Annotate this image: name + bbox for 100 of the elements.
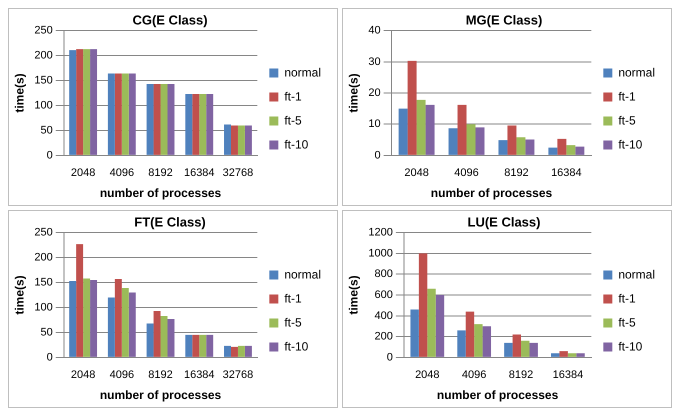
- y-tick-label: 200: [34, 252, 53, 264]
- bar: [521, 340, 530, 357]
- bar: [76, 244, 84, 357]
- bar: [192, 334, 200, 357]
- bar: [410, 310, 419, 357]
- legend-label: normal: [284, 267, 322, 282]
- bar: [559, 351, 568, 357]
- bar: [206, 94, 214, 155]
- x-tick-label: 2048: [70, 167, 96, 180]
- y-tick-label: 600: [374, 289, 393, 302]
- bar: [474, 324, 483, 357]
- bar: [206, 334, 214, 357]
- bar: [90, 280, 98, 357]
- bar: [128, 74, 136, 155]
- bar: [108, 297, 115, 357]
- bar: [504, 342, 513, 357]
- bar: [398, 108, 408, 155]
- bar: [244, 346, 252, 357]
- y-tick-label: 30: [368, 56, 381, 68]
- legend-label: ft-1: [284, 89, 302, 104]
- x-axis-title: number of processes: [100, 186, 222, 200]
- chart-title: LU(E Class): [468, 214, 540, 230]
- x-tick-label: 2048: [404, 167, 429, 180]
- x-tick-label: 16384: [184, 369, 215, 382]
- legend-label: normal: [618, 267, 656, 282]
- bar: [185, 334, 192, 357]
- x-axis-title: number of processes: [430, 186, 552, 200]
- x-tick-label: 4096: [462, 369, 486, 382]
- x-tick-label: 8192: [148, 167, 173, 180]
- legend-label: ft-10: [284, 137, 309, 152]
- x-tick-label: 8192: [504, 167, 529, 180]
- y-tick-label: 400: [374, 310, 393, 322]
- bar: [498, 140, 508, 155]
- x-tick-label: 2048: [70, 369, 96, 382]
- bar: [476, 127, 484, 155]
- y-tick-label: 0: [374, 149, 381, 162]
- bar: [224, 346, 231, 357]
- legend-label: normal: [284, 65, 322, 80]
- x-tick-label: 16384: [184, 167, 215, 180]
- bar: [69, 281, 76, 357]
- x-tick-label: 16384: [551, 167, 582, 180]
- y-axis-title: time(s): [346, 73, 361, 113]
- bar: [122, 74, 129, 155]
- y-tick-label: 100: [34, 100, 53, 112]
- bar: [529, 342, 538, 357]
- bar: [482, 326, 492, 357]
- y-tick-label: 200: [374, 330, 393, 343]
- y-tick-label: 250: [34, 226, 53, 239]
- y-tick-label: 150: [34, 276, 53, 289]
- y-tick-label: 800: [374, 268, 393, 280]
- bar: [512, 334, 522, 357]
- bar: [436, 295, 444, 357]
- legend-label: ft-5: [618, 315, 636, 330]
- bar: [168, 318, 174, 357]
- x-tick-label: 4096: [110, 369, 134, 382]
- y-tick-label: 100: [34, 302, 53, 314]
- bar: [83, 49, 90, 155]
- y-tick-label: 1200: [368, 226, 393, 239]
- y-tick-label: 0: [386, 351, 393, 364]
- x-axis-title: number of processes: [100, 388, 222, 402]
- bar: [408, 60, 417, 155]
- bar: [525, 139, 534, 155]
- bar: [108, 74, 115, 155]
- x-tick-label: 4096: [110, 167, 134, 180]
- bar: [507, 125, 516, 155]
- y-tick-label: 200: [34, 50, 53, 62]
- legend-label: ft-10: [284, 339, 309, 354]
- y-tick-label: 0: [46, 149, 53, 162]
- bar: [426, 104, 435, 155]
- legend-label: ft-1: [284, 291, 302, 306]
- bar: [122, 288, 129, 357]
- x-tick-label: 8192: [508, 369, 534, 382]
- legend-label: ft-10: [618, 137, 643, 152]
- chart-title: MG(E Class): [466, 12, 542, 28]
- legend-label: ft-5: [284, 315, 302, 330]
- y-tick-label: 40: [368, 24, 381, 37]
- bar: [83, 278, 90, 357]
- x-tick-label: 16384: [552, 369, 584, 382]
- bar: [154, 310, 161, 357]
- y-tick-label: 1000: [368, 247, 393, 260]
- y-axis-title: time(s): [346, 275, 361, 315]
- bar: [458, 104, 467, 155]
- bar: [154, 84, 161, 155]
- bar: [76, 49, 84, 155]
- x-tick-label: 32768: [222, 167, 254, 180]
- bar: [418, 253, 428, 357]
- legend-label: ft-1: [618, 89, 636, 104]
- bar: [224, 124, 231, 155]
- bar: [146, 323, 154, 357]
- y-axis-title: time(s): [12, 73, 27, 113]
- y-tick-label: 0: [46, 351, 53, 364]
- bar: [448, 128, 458, 155]
- bar: [416, 100, 426, 155]
- bar: [168, 84, 174, 155]
- bar: [230, 125, 238, 155]
- bar: [238, 346, 245, 357]
- bar: [575, 146, 584, 155]
- bar: [566, 145, 576, 155]
- bar: [427, 288, 436, 357]
- bar: [69, 50, 76, 155]
